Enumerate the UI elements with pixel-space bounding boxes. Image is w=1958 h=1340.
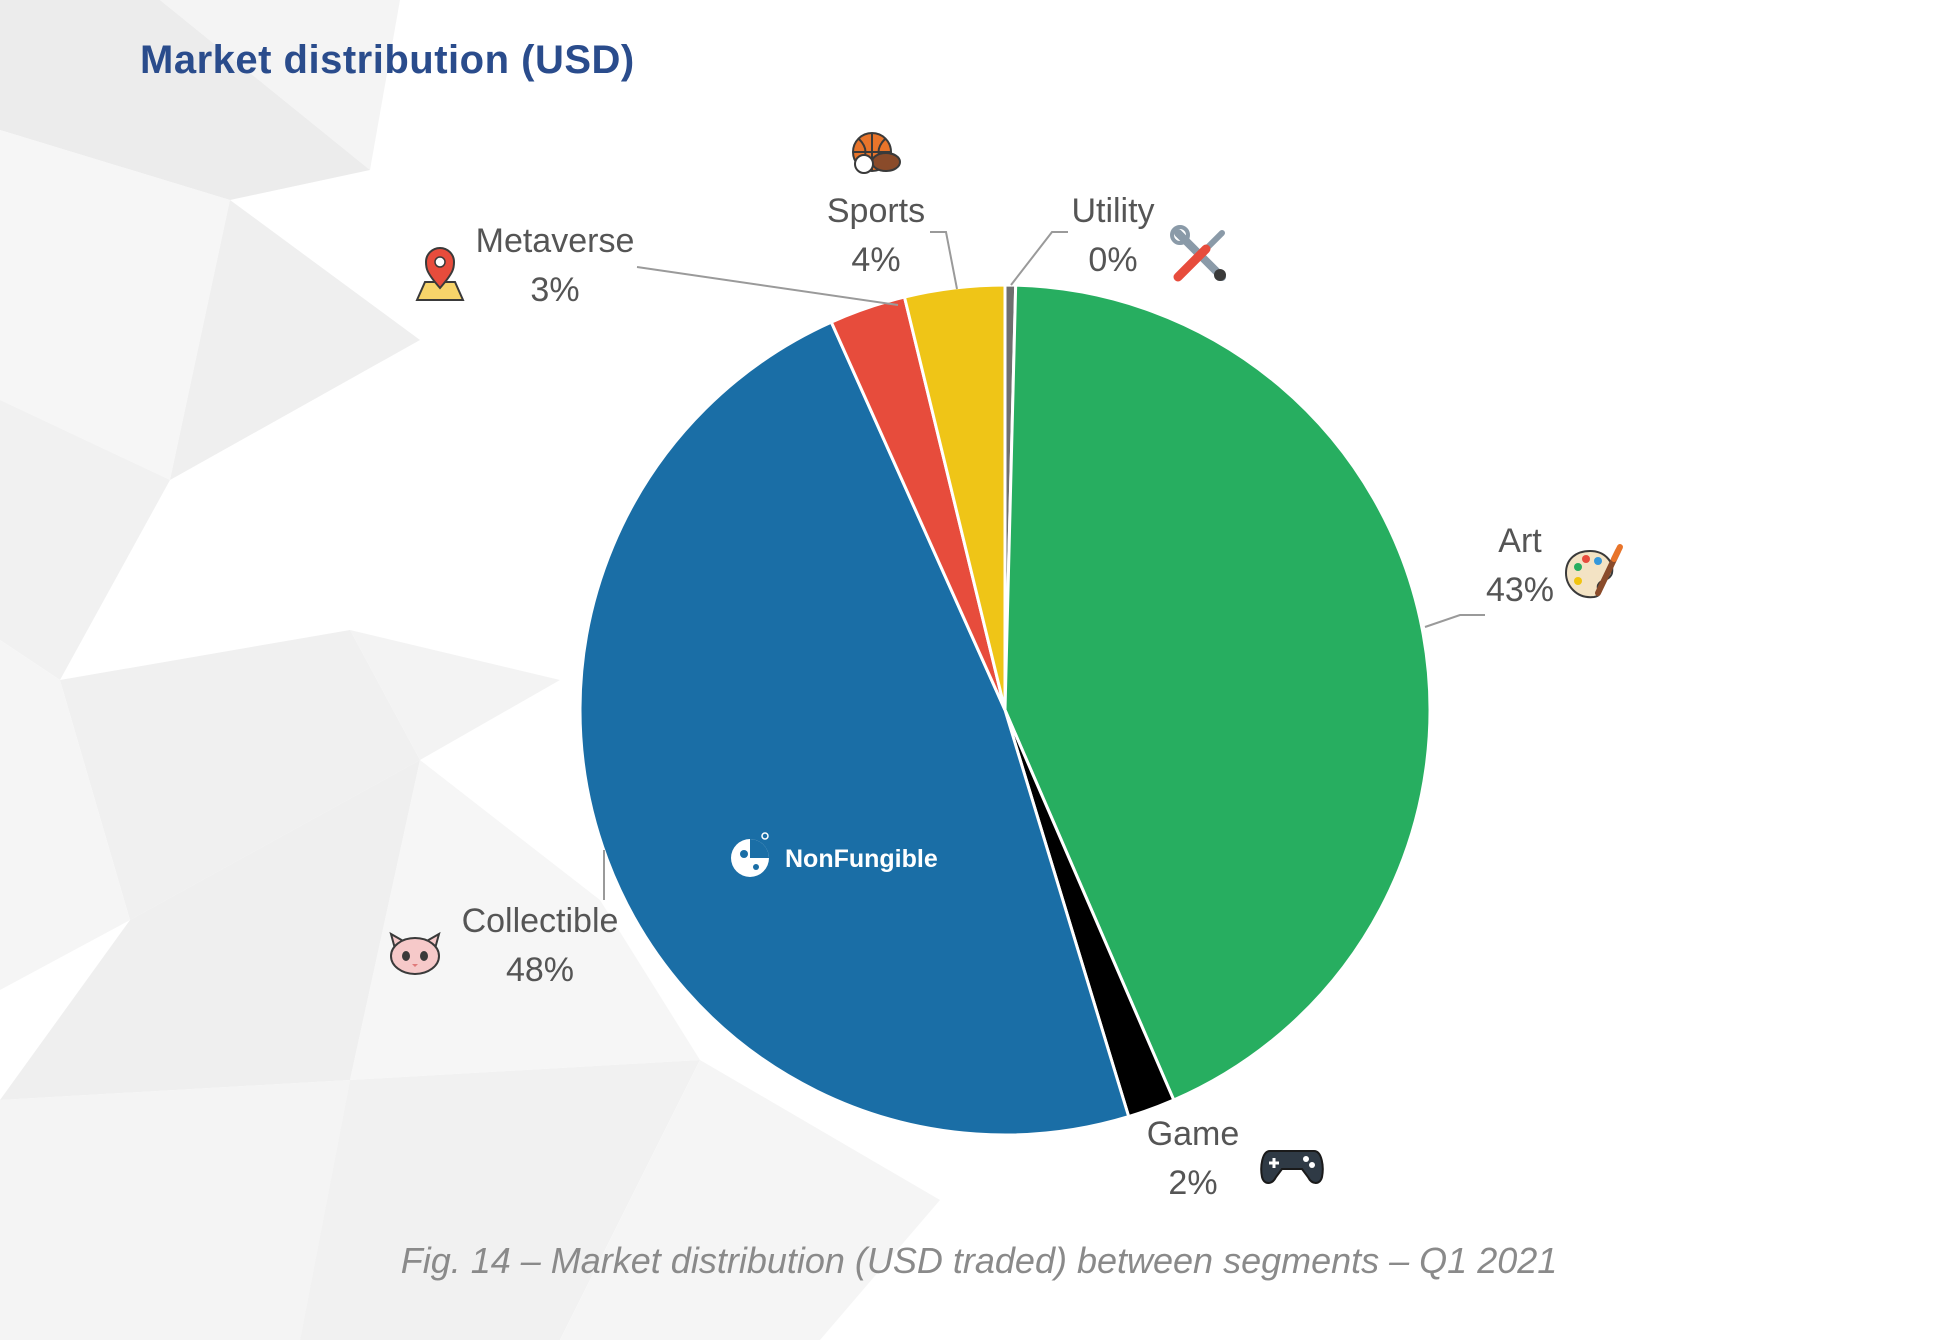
palette-icon <box>1564 544 1623 599</box>
nonfungible-watermark: NonFungible <box>731 832 938 877</box>
slice-label-metaverse: Metaverse <box>476 222 635 260</box>
nonfungible-logo-icon <box>731 832 769 877</box>
slice-value-metaverse: 3% <box>530 271 579 309</box>
map-pin-icon <box>415 247 465 301</box>
leader-lines <box>603 231 1485 900</box>
slice-value-sports: 4% <box>851 241 900 279</box>
watermark-text: NonFungible <box>785 845 938 873</box>
slice-value-art: 43% <box>1486 571 1554 609</box>
leader-line-sports <box>930 231 958 290</box>
pie-slice-art <box>1003 283 1432 1103</box>
pie-slice-sports <box>902 283 1007 711</box>
leader-line-utility <box>1010 231 1068 286</box>
sports-ball-icon <box>852 132 901 174</box>
gamepad-icon <box>1260 1150 1324 1184</box>
chart-title: Market distribution (USD) <box>140 38 635 82</box>
slice-value-game: 2% <box>1168 1164 1217 1202</box>
cat-icon <box>389 931 441 975</box>
slice-labels: Utility 0% Art 43% Game 2% Collectible 48% Metav… <box>462 192 1554 1202</box>
slice-value-collectible: 48% <box>506 951 574 989</box>
pie-slice-collectible <box>578 320 1131 1137</box>
slice-label-game: Game <box>1147 1115 1240 1153</box>
leader-line-art <box>1424 614 1485 628</box>
slice-label-collectible: Collectible <box>462 902 619 940</box>
tools-icon <box>1170 225 1226 282</box>
slice-value-utility: 0% <box>1088 241 1137 279</box>
leader-line-metaverse <box>636 266 899 306</box>
figure-caption: Fig. 14 – Market distribution (USD trade… <box>400 1240 1558 1281</box>
slice-label-art: Art <box>1498 522 1542 560</box>
slice-label-utility: Utility <box>1071 192 1154 230</box>
slice-label-sports: Sports <box>827 192 925 230</box>
pie-slices <box>578 283 1432 1137</box>
